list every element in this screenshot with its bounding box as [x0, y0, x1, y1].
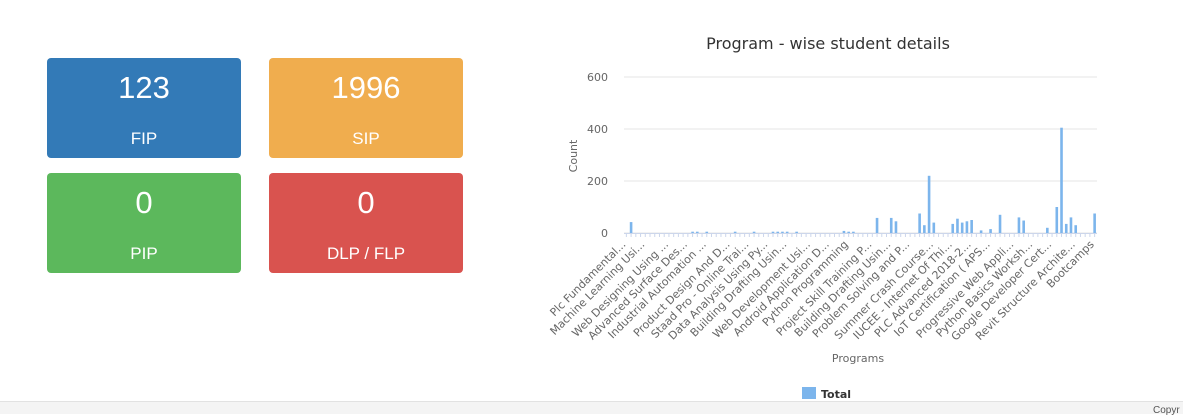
chart-title: Program - wise student details	[706, 34, 950, 53]
y-tick-label: 600	[587, 71, 608, 84]
bar[interactable]	[960, 222, 964, 233]
bar[interactable]	[927, 175, 931, 233]
bar[interactable]	[842, 230, 846, 233]
sip-label: SIP	[352, 129, 380, 148]
legend[interactable]: Total	[802, 387, 851, 401]
bar[interactable]	[970, 220, 973, 233]
bar[interactable]	[956, 218, 959, 233]
bars	[629, 127, 1096, 234]
bar[interactable]	[629, 222, 633, 233]
bar[interactable]	[705, 231, 709, 233]
bar[interactable]	[918, 213, 921, 234]
pip-count: 0	[135, 185, 153, 220]
bar[interactable]	[1060, 127, 1063, 233]
sip-tile[interactable]: 1996 SIP	[269, 58, 463, 158]
x-axis-label: Programs	[832, 352, 884, 365]
bar[interactable]	[795, 231, 798, 233]
bar[interactable]	[1017, 217, 1021, 233]
fip-tile[interactable]: 123 FIP	[47, 58, 241, 158]
dlp-flp-tile[interactable]: 0 DLP / FLP	[269, 173, 463, 273]
y-tick-labels: 0 200 400 600	[587, 71, 608, 240]
legend-label-total: Total	[821, 388, 851, 401]
program-wise-chart: Program - wise student details 0 200 400 60…	[547, 34, 1097, 401]
bar[interactable]	[752, 231, 756, 233]
bar[interactable]	[1069, 217, 1073, 233]
y-axis-label: Count	[567, 139, 580, 172]
bar[interactable]	[852, 231, 855, 233]
bar[interactable]	[1046, 227, 1049, 233]
bar[interactable]	[696, 231, 699, 233]
bar[interactable]	[889, 217, 893, 233]
footer-text: Copyr	[1153, 405, 1180, 416]
fip-count: 123	[118, 70, 170, 105]
bar[interactable]	[965, 221, 969, 233]
y-tick-label: 400	[587, 123, 608, 136]
pip-tile[interactable]: 0 PIP	[47, 173, 241, 273]
bar[interactable]	[691, 231, 694, 233]
bar[interactable]	[875, 217, 879, 233]
bar[interactable]	[771, 231, 775, 233]
bar[interactable]	[1055, 207, 1059, 233]
legend-swatch	[802, 387, 816, 399]
y-tick-label: 200	[587, 175, 608, 188]
fip-label: FIP	[130, 129, 158, 148]
bar[interactable]	[951, 223, 955, 233]
bar[interactable]	[989, 229, 992, 233]
dlp-flp-count: 0	[357, 185, 375, 220]
bar[interactable]	[894, 221, 898, 233]
bar[interactable]	[733, 231, 737, 233]
bar[interactable]	[776, 231, 780, 233]
footer-bar: Copyr	[0, 401, 1183, 416]
dlp-flp-label: DLP / FLP	[326, 244, 406, 263]
bar[interactable]	[979, 230, 983, 233]
bar[interactable]	[932, 222, 936, 233]
bar[interactable]	[785, 231, 789, 233]
sip-count: 1996	[331, 70, 401, 105]
bar[interactable]	[1093, 213, 1096, 234]
bar[interactable]	[847, 231, 850, 233]
bar[interactable]	[1064, 223, 1068, 233]
pip-label: PIP	[130, 244, 158, 263]
bar[interactable]	[923, 225, 926, 233]
x-tick-labels: Plc Fundamental...Machine Learning Usi..…	[547, 238, 1097, 344]
y-tick-label: 0	[601, 227, 608, 240]
bar[interactable]	[998, 214, 1002, 233]
bar[interactable]	[1022, 220, 1025, 233]
grid-lines	[624, 76, 1097, 237]
bar[interactable]	[1074, 225, 1078, 233]
bar[interactable]	[781, 231, 784, 233]
